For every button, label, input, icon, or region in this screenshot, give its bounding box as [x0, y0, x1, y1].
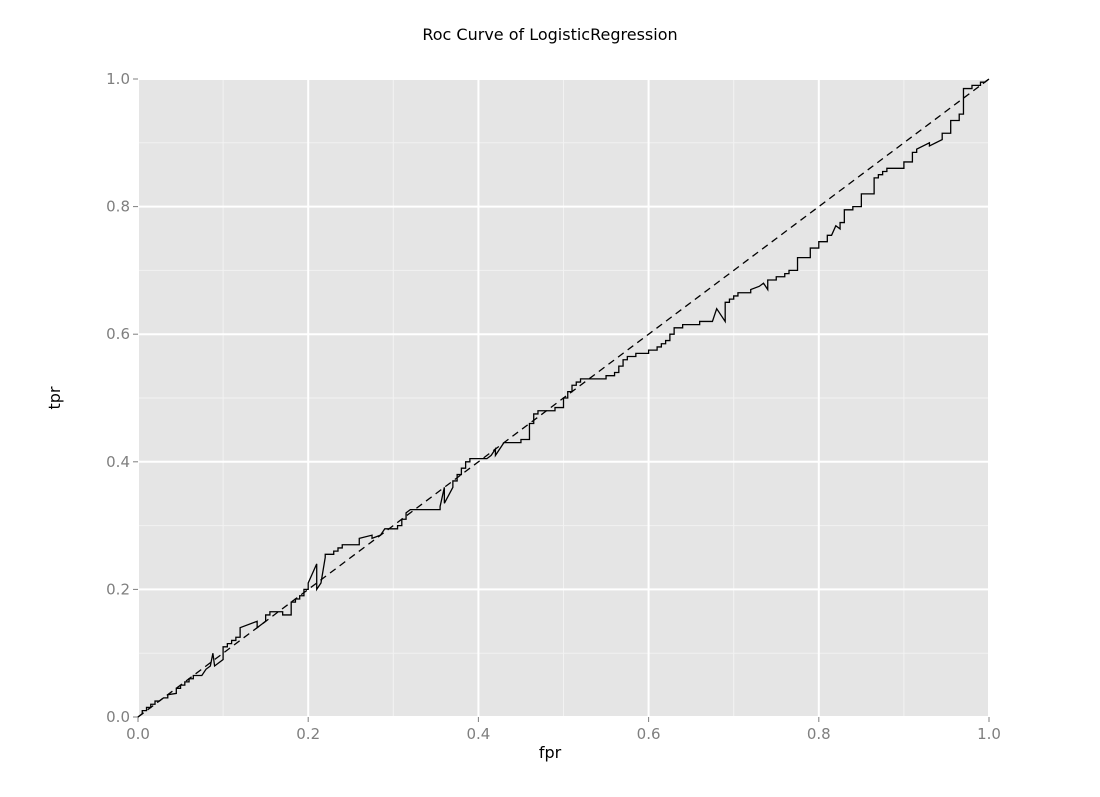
major-gridlines — [137, 78, 990, 718]
y-tick-label: 0.6 — [106, 325, 130, 343]
random-baseline-line — [137, 78, 990, 718]
x-axis-label: fpr — [539, 743, 562, 762]
x-tick-labels: 0.0 0.2 0.4 0.6 0.8 1.0 — [126, 725, 1001, 743]
x-tick-label: 0.2 — [296, 725, 320, 743]
chart-title: Roc Curve of LogisticRegression — [422, 25, 677, 44]
x-tick-label: 0.6 — [637, 725, 661, 743]
axis-ticks — [133, 78, 990, 722]
y-tick-label: 0.8 — [106, 198, 130, 216]
y-tick-label: 0.2 — [106, 580, 130, 598]
x-tick-label: 1.0 — [977, 725, 1001, 743]
series-lines — [137, 78, 990, 718]
y-tick-label: 1.0 — [106, 70, 130, 88]
y-tick-label: 0.0 — [106, 708, 130, 726]
x-tick-label: 0.0 — [126, 725, 150, 743]
y-tick-label: 0.4 — [106, 453, 130, 471]
x-tick-label: 0.4 — [466, 725, 490, 743]
x-tick-label: 0.8 — [807, 725, 831, 743]
y-tick-labels: 0.0 0.2 0.4 0.6 0.8 1.0 — [106, 70, 130, 726]
y-axis-label: tpr — [45, 386, 64, 409]
